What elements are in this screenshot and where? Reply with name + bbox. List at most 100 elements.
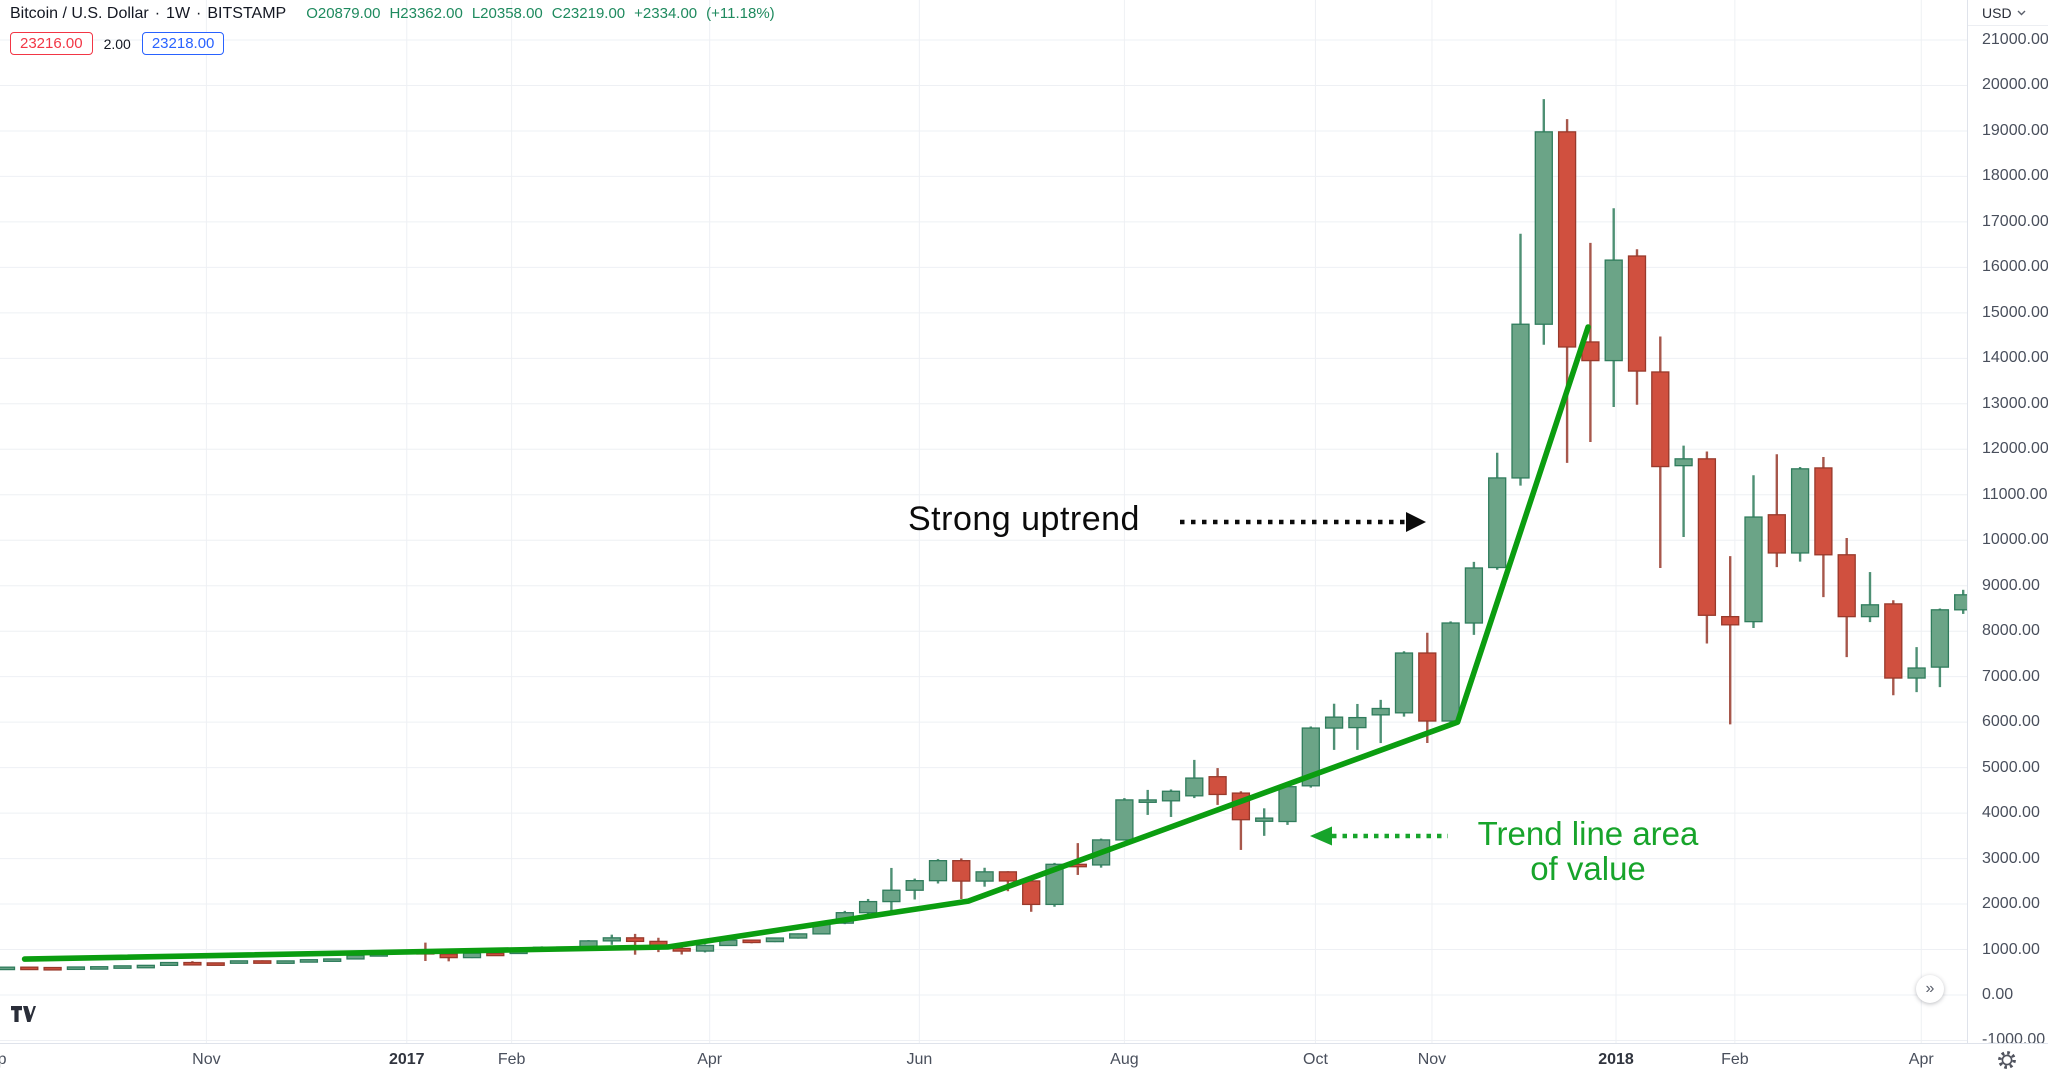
candle-down xyxy=(439,953,458,959)
candle-up xyxy=(1441,622,1460,722)
candle-up xyxy=(0,966,16,971)
candle-up xyxy=(1348,716,1367,729)
exchange-label[interactable]: BITSTAMP xyxy=(207,5,287,22)
chevron-down-icon xyxy=(2017,10,2026,15)
candle-down xyxy=(952,860,971,882)
candle-up xyxy=(1790,468,1810,554)
price-axis-label: 7000.00 xyxy=(1982,667,2040,685)
price-axis-label: 14000.00 xyxy=(1982,349,2048,367)
spread-value: 2.00 xyxy=(103,35,131,52)
candle-up xyxy=(113,965,132,969)
time-axis-label: Jun xyxy=(906,1051,933,1068)
interval-label[interactable]: 1W xyxy=(166,5,191,22)
candle-up xyxy=(229,960,249,964)
candle-down xyxy=(1884,603,1903,679)
candle-up xyxy=(1534,131,1553,325)
price-axis-label: 3000.00 xyxy=(1982,849,2040,867)
change-pct-value: (+11.18%) xyxy=(706,5,775,22)
time-axis-label: Nov xyxy=(1417,1051,1447,1068)
candle-down xyxy=(1651,371,1670,468)
trend-line[interactable] xyxy=(21,324,1591,962)
price-axis-label: 17000.00 xyxy=(1982,212,2048,230)
candle-up xyxy=(323,958,342,962)
buy-price-button[interactable]: 23218.00 xyxy=(141,32,225,55)
axis-settings-button[interactable] xyxy=(1996,1049,2018,1071)
low-value: L20358.00 xyxy=(471,5,543,22)
candle-down xyxy=(1208,776,1227,796)
symbol-legend: Bitcoin / U.S. Dollar · 1W · BITSTAMP O2… xyxy=(10,5,784,55)
time-axis-label: p xyxy=(0,1051,7,1068)
candle-up xyxy=(882,889,901,903)
candle-down xyxy=(742,939,761,944)
candle-up xyxy=(928,860,948,882)
title-separator: · xyxy=(196,5,202,22)
candle-down xyxy=(183,961,202,966)
time-axis-label: 2017 xyxy=(388,1051,425,1068)
high-value: H23362.00 xyxy=(389,5,463,22)
chart-plot-area[interactable] xyxy=(0,0,1967,1043)
trend-line-area-annotation[interactable]: Trend line area of value xyxy=(1438,816,1738,886)
candle-up xyxy=(1115,799,1134,841)
candle-down xyxy=(672,947,691,952)
time-axis-label: Nov xyxy=(192,1051,221,1068)
candle-up xyxy=(1954,594,1967,611)
tradingview-logo[interactable] xyxy=(10,1003,36,1030)
arrow-head-right-icon xyxy=(1406,512,1426,532)
candle-up xyxy=(1907,667,1926,679)
candle-down xyxy=(20,966,39,971)
price-axis-label: 16000.00 xyxy=(1982,258,2048,276)
time-axis[interactable]: p Nov 2017 Feb Apr Jun Aug Oct Nov 2018 Feb Apr xyxy=(0,1043,2048,1077)
candle-up xyxy=(1138,799,1157,803)
price-axis-label: 20000.00 xyxy=(1982,76,2048,94)
annotation-line-2: of value xyxy=(1530,850,1646,887)
price-axis-label: 10000.00 xyxy=(1982,531,2048,549)
time-axis-label: Feb xyxy=(1721,1051,1749,1068)
sell-price-button[interactable]: 23216.00 xyxy=(10,32,93,55)
candle-up xyxy=(1255,817,1274,822)
strong-uptrend-annotation[interactable]: Strong uptrend xyxy=(908,500,1140,538)
time-axis-label: Apr xyxy=(697,1051,723,1068)
candle-up xyxy=(1324,716,1344,729)
candle-down xyxy=(998,871,1018,882)
currency-dropdown[interactable]: USD xyxy=(1968,0,2048,26)
title-separator: · xyxy=(154,5,161,22)
candle-up xyxy=(1604,259,1623,362)
candle-up xyxy=(1674,458,1693,467)
symbol-name[interactable]: Bitcoin / U.S. Dollar xyxy=(10,5,149,22)
candle-up xyxy=(905,880,924,891)
price-axis-label: 0.00 xyxy=(1982,986,2014,1003)
candle-down xyxy=(625,937,645,943)
symbol-title-row[interactable]: Bitcoin / U.S. Dollar · 1W · BITSTAMP O2… xyxy=(10,5,784,23)
candle-down xyxy=(1721,615,1740,626)
candle-up xyxy=(602,937,621,942)
candle-up xyxy=(765,937,785,943)
tradingview-logo-icon xyxy=(11,1006,36,1022)
open-value: O20879.00 xyxy=(306,5,381,22)
candle-down xyxy=(486,952,505,957)
time-axis-label: Feb xyxy=(497,1051,526,1068)
price-axis-label: 6000.00 xyxy=(1982,713,2040,731)
candle-up xyxy=(1185,777,1204,797)
candle-up xyxy=(299,959,319,963)
price-axis-label: 21000.00 xyxy=(1982,31,2048,48)
price-axis[interactable]: USD 21000.00 20000.00 19000.00 18000.00 1700… xyxy=(1967,0,2048,1048)
price-axis-label: 15000.00 xyxy=(1982,303,2048,321)
candle-down xyxy=(1627,255,1647,372)
candle-up xyxy=(975,871,994,882)
candle-down xyxy=(43,966,62,971)
price-axis-label: 11000.00 xyxy=(1982,485,2048,503)
candle-up xyxy=(90,966,109,970)
candle-down xyxy=(206,962,225,966)
arrow-head-left-icon xyxy=(1310,826,1332,846)
candle-up xyxy=(1045,863,1064,906)
ohlc-values: O20879.00 H23362.00 L20358.00 C23219.00 +233… xyxy=(306,5,783,22)
candle-up xyxy=(1464,567,1484,624)
gear-icon xyxy=(1998,1051,2016,1069)
candle-up xyxy=(1394,652,1414,714)
candle-down xyxy=(1557,131,1577,348)
candle-down xyxy=(253,960,272,964)
candle-up xyxy=(136,964,155,969)
candle-down xyxy=(1022,880,1041,906)
go-to-realtime-button[interactable]: » xyxy=(1916,975,1944,1003)
candle-up xyxy=(695,944,715,952)
